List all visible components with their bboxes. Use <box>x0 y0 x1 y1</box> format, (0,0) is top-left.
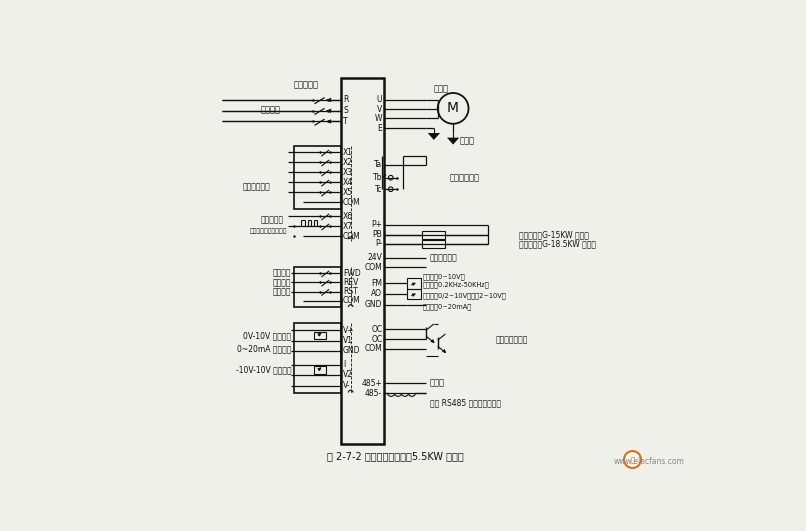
Text: 反转指令: 反转指令 <box>273 278 292 287</box>
Bar <box>314 366 326 374</box>
Text: GND: GND <box>365 300 382 309</box>
Bar <box>293 146 342 209</box>
Text: V: V <box>377 105 382 114</box>
Text: P-: P- <box>375 239 382 249</box>
Polygon shape <box>428 133 440 140</box>
Bar <box>342 78 384 444</box>
Text: 可编程输入端: 可编程输入端 <box>243 183 271 191</box>
Text: 图 2-7-2 基本运行配线图（5.5KW 以上）: 图 2-7-2 基本运行配线图（5.5KW 以上） <box>327 451 463 461</box>
Text: W: W <box>375 114 382 123</box>
Text: COM: COM <box>364 262 382 271</box>
Text: COM: COM <box>343 198 361 207</box>
Text: PB: PB <box>372 230 382 239</box>
Text: E: E <box>377 124 382 133</box>
Bar <box>407 288 421 299</box>
Text: -10V-10V 频率设定: -10V-10V 频率设定 <box>236 366 292 375</box>
Bar <box>422 240 446 248</box>
Text: COM: COM <box>343 232 361 241</box>
Text: 辅助直流电源: 辅助直流电源 <box>430 253 458 262</box>
Text: 标准 RS485 通讯口（可选）: 标准 RS485 通讯口（可选） <box>430 398 501 407</box>
Text: 0~20mA 频率设定: 0~20mA 频率设定 <box>237 344 292 353</box>
Text: 故障复位: 故障复位 <box>273 287 292 296</box>
Text: FWD: FWD <box>343 269 361 278</box>
Text: www.elecfans.com: www.elecfans.com <box>614 457 685 466</box>
Text: 制动电阻（G-15KW 以下）: 制动电阻（G-15KW 以下） <box>518 230 588 239</box>
Text: 脉冲输入端: 脉冲输入端 <box>260 216 284 225</box>
Text: GND: GND <box>343 346 360 355</box>
Text: 接大地: 接大地 <box>459 136 475 145</box>
Text: X1: X1 <box>343 148 353 157</box>
Text: 电动机: 电动机 <box>434 84 449 93</box>
Text: OC: OC <box>371 325 382 334</box>
Text: T: T <box>343 117 347 126</box>
Text: I: I <box>343 361 345 369</box>
Text: 正转指令: 正转指令 <box>273 269 292 278</box>
Text: 三相电源: 三相电源 <box>260 106 280 114</box>
Text: S: S <box>343 106 347 115</box>
Text: （也可作一般输入口）: （也可作一般输入口） <box>250 229 287 234</box>
Text: V2: V2 <box>343 370 353 379</box>
Text: 电: 电 <box>630 456 634 463</box>
Text: 0V-10V 频率设定: 0V-10V 频率设定 <box>243 331 292 340</box>
Text: Ta: Ta <box>374 160 382 169</box>
Text: 电压表（0~10V）: 电压表（0~10V） <box>423 273 466 280</box>
Text: 24V: 24V <box>368 253 382 262</box>
Text: Tc: Tc <box>375 185 382 194</box>
Bar <box>293 323 342 392</box>
Circle shape <box>624 451 641 468</box>
Text: FM: FM <box>372 279 382 288</box>
Bar <box>314 332 326 339</box>
Text: 双绞线: 双绞线 <box>430 379 445 388</box>
Text: X7: X7 <box>343 221 353 230</box>
Text: RST: RST <box>343 287 358 296</box>
Text: COM: COM <box>343 296 361 305</box>
Text: 电压表（0/2~10V）或（2~10V）: 电压表（0/2~10V）或（2~10V） <box>423 292 507 299</box>
Text: X4: X4 <box>343 178 353 187</box>
Text: 三相断路器: 三相断路器 <box>293 81 318 90</box>
Text: 频率计（0.2KHz-50KHz）: 频率计（0.2KHz-50KHz） <box>423 281 490 288</box>
Polygon shape <box>447 138 459 144</box>
Text: X3: X3 <box>343 168 353 177</box>
Text: REV: REV <box>343 278 359 287</box>
Text: V+: V+ <box>343 326 355 335</box>
Text: M: M <box>447 101 459 115</box>
Bar <box>407 278 421 288</box>
Text: 485-: 485- <box>365 389 382 398</box>
Text: 485+: 485+ <box>361 379 382 388</box>
Text: Tb: Tb <box>372 173 382 182</box>
Text: P+: P+ <box>372 220 382 229</box>
Text: 开路集电极输出: 开路集电极输出 <box>496 335 528 344</box>
Text: 故障报警输出: 故障报警输出 <box>449 173 480 182</box>
Text: COM: COM <box>364 344 382 353</box>
Text: OC: OC <box>371 335 382 344</box>
Text: X5: X5 <box>343 188 353 197</box>
Bar <box>293 267 342 307</box>
Text: V1: V1 <box>343 337 353 346</box>
Text: X2: X2 <box>343 158 353 167</box>
Text: 电流表（0~20mA）: 电流表（0~20mA） <box>423 303 472 310</box>
Text: X6: X6 <box>343 212 353 221</box>
Text: 制动单元（G-18.5KW 以上）: 制动单元（G-18.5KW 以上） <box>518 239 596 249</box>
Text: R: R <box>343 96 348 105</box>
Bar <box>422 231 446 238</box>
Text: U: U <box>376 96 382 105</box>
Text: AO: AO <box>372 289 382 298</box>
Text: V-: V- <box>343 381 351 390</box>
